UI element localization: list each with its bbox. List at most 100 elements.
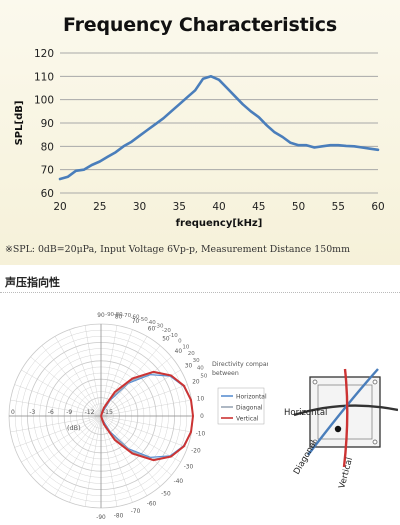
data-point — [297, 144, 300, 146]
data-point — [361, 146, 363, 149]
legend-entry-diagonal: Diagonal — [236, 405, 263, 412]
frequency-chart-title: Frequency Characteristics — [63, 14, 337, 36]
angle-tick-label: -30 — [184, 465, 194, 471]
polar-spoke — [84, 325, 102, 417]
pin-marker — [334, 425, 342, 433]
x-tick-label: 55 — [332, 201, 345, 213]
diagonal-label: Diagonal — [292, 439, 319, 477]
x-tick-label: 25 — [93, 201, 106, 213]
polar-spoke — [100, 356, 172, 417]
data-point — [202, 78, 204, 80]
x-tick-label: 50 — [292, 201, 305, 213]
angle-tick-label: -60 — [131, 315, 140, 321]
polar-spoke — [21, 369, 102, 417]
polar-spoke — [69, 415, 102, 503]
x-tick-label: 60 — [371, 201, 384, 213]
x-tick-label: 40 — [212, 201, 225, 213]
angle-tick-label: -10 — [196, 432, 206, 438]
data-point — [67, 176, 69, 178]
data-point — [107, 156, 109, 158]
polar-spoke — [100, 415, 133, 503]
angle-tick-label: -70 — [131, 509, 141, 515]
polar-spoke — [30, 356, 102, 417]
y-tick-label: 110 — [34, 71, 54, 83]
angle-tick-label: 70 — [132, 319, 140, 325]
legend-title: between — [212, 370, 239, 377]
data-point — [282, 136, 284, 138]
polar-series-vertical — [100, 370, 194, 462]
data-point — [130, 141, 133, 143]
polar-spoke — [10, 415, 102, 433]
angle-tick-label: 0 — [200, 414, 204, 420]
angle-tick-label: 90 — [97, 313, 105, 319]
angle-tick-label: -90 — [105, 312, 114, 318]
y-tick-label: 80 — [41, 141, 54, 153]
orientation-diagram: Horizontal Diagonal Vertical — [284, 368, 398, 490]
y-tick-label: 60 — [41, 188, 54, 200]
angle-tick-label: -40 — [174, 479, 184, 485]
angle-tick-label: -70 — [122, 313, 131, 319]
angle-tick-label: 80 — [115, 315, 123, 321]
frequency-panel — [0, 0, 400, 265]
polar-spoke — [14, 415, 102, 448]
data-point — [369, 148, 371, 150]
vertical-label: Vertical — [337, 456, 355, 489]
polar-spoke — [21, 415, 102, 463]
data-point — [115, 151, 117, 153]
polar-spoke — [54, 336, 102, 417]
mount-hole — [312, 379, 318, 385]
data-point — [289, 142, 292, 144]
angle-tick-label: -60 — [147, 501, 157, 507]
polar-spoke — [100, 415, 181, 463]
angle-tick-label: -20 — [162, 328, 171, 334]
data-point — [321, 145, 323, 147]
polar-spoke — [30, 415, 102, 476]
polar-spoke — [14, 384, 102, 417]
angle-tick-label: -50 — [139, 317, 148, 323]
polar-spoke — [54, 415, 102, 496]
data-point — [59, 178, 61, 180]
data-point — [218, 79, 220, 81]
data-point — [91, 164, 93, 166]
x-tick-label: 30 — [133, 201, 146, 213]
data-point — [313, 146, 315, 149]
radial-tick-label: -3 — [29, 409, 35, 416]
x-axis-label: frequency[kHz] — [176, 218, 263, 229]
polar-spoke — [69, 329, 102, 417]
frequency-series-line — [58, 75, 380, 181]
data-point — [83, 169, 85, 171]
data-point — [353, 145, 355, 147]
angle-tick-label: 50 — [200, 373, 207, 379]
polar-spoke — [84, 415, 102, 507]
angle-tick-label: 40 — [175, 349, 183, 355]
data-point — [162, 117, 164, 119]
data-point — [377, 149, 379, 151]
angle-tick-label: 0 — [178, 338, 182, 344]
legend-entry-vertical: Vertical — [236, 416, 259, 423]
data-point — [75, 170, 77, 172]
polar-spoke — [100, 384, 188, 417]
angle-tick-label: 10 — [197, 396, 205, 402]
x-tick-label: 45 — [252, 201, 265, 213]
radial-tick-label: 0 — [11, 409, 15, 416]
angle-tick-label: 10 — [182, 344, 189, 350]
angle-tick-label: -10 — [169, 333, 178, 339]
data-point — [250, 110, 252, 112]
radial-tick-label: -15 — [103, 409, 113, 416]
data-point — [210, 75, 212, 77]
mount-hole — [372, 379, 378, 385]
x-tick-label: 35 — [173, 201, 186, 213]
data-point — [266, 124, 268, 126]
data-point — [186, 96, 188, 98]
polar-spoke — [100, 415, 188, 448]
data-point — [99, 160, 101, 163]
diagonal-arrow — [307, 368, 379, 456]
angle-tick-label: -20 — [191, 449, 201, 455]
data-point — [123, 145, 125, 147]
polar-spoke — [100, 399, 192, 417]
polar-spoke — [41, 345, 102, 417]
legend-title: Directivity comparison — [212, 361, 268, 368]
data-point — [146, 129, 149, 131]
polar-spoke — [100, 329, 133, 417]
sensor-inner — [317, 384, 373, 440]
